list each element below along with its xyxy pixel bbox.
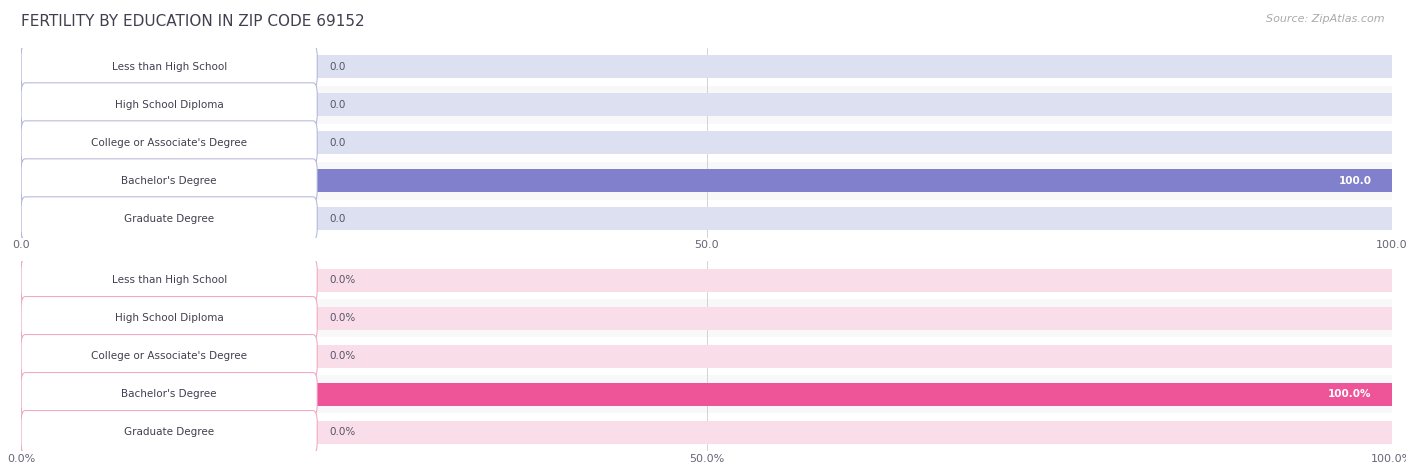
Text: 0.0: 0.0 [329,99,346,110]
Text: 0.0: 0.0 [329,137,346,148]
Text: 100.0: 100.0 [1339,175,1371,186]
FancyBboxPatch shape [21,45,318,88]
Text: 100.0%: 100.0% [1327,389,1371,399]
Bar [21,261,1392,299]
Bar [21,124,1392,162]
Text: Less than High School: Less than High School [111,61,226,72]
FancyBboxPatch shape [21,296,318,340]
FancyBboxPatch shape [21,121,318,164]
Text: College or Associate's Degree: College or Associate's Degree [91,137,247,148]
Bar [21,207,1392,230]
FancyBboxPatch shape [21,372,318,416]
Bar [21,169,1392,192]
Text: Source: ZipAtlas.com: Source: ZipAtlas.com [1267,14,1385,24]
Bar [21,383,1392,406]
Bar [21,131,1392,154]
Bar [21,200,1392,238]
Text: 0.0: 0.0 [329,213,346,224]
Text: College or Associate's Degree: College or Associate's Degree [91,351,247,361]
Bar [21,375,1392,413]
Bar [21,55,1392,78]
Bar [21,421,1392,444]
Bar [21,86,1392,124]
Bar [21,269,1392,292]
Bar [21,93,1392,116]
Bar [21,169,1392,192]
Bar [21,413,1392,451]
Text: High School Diploma: High School Diploma [115,313,224,323]
Text: 0.0%: 0.0% [329,351,356,361]
Bar [21,48,1392,86]
FancyBboxPatch shape [21,83,318,126]
Text: Bachelor's Degree: Bachelor's Degree [121,175,217,186]
FancyBboxPatch shape [21,197,318,240]
FancyBboxPatch shape [21,334,318,378]
Bar [21,299,1392,337]
Text: 0.0%: 0.0% [329,313,356,323]
FancyBboxPatch shape [21,159,318,202]
FancyBboxPatch shape [21,410,318,454]
Text: FERTILITY BY EDUCATION IN ZIP CODE 69152: FERTILITY BY EDUCATION IN ZIP CODE 69152 [21,14,364,29]
Text: Less than High School: Less than High School [111,275,226,285]
Bar [21,307,1392,330]
Text: 0.0%: 0.0% [329,427,356,437]
Bar [21,337,1392,375]
Text: Graduate Degree: Graduate Degree [124,427,214,437]
Bar [21,345,1392,368]
Text: High School Diploma: High School Diploma [115,99,224,110]
Text: Graduate Degree: Graduate Degree [124,213,214,224]
Text: 0.0: 0.0 [329,61,346,72]
FancyBboxPatch shape [21,258,318,302]
Text: Bachelor's Degree: Bachelor's Degree [121,389,217,399]
Bar [21,162,1392,199]
Bar [21,383,1392,406]
Text: 0.0%: 0.0% [329,275,356,285]
